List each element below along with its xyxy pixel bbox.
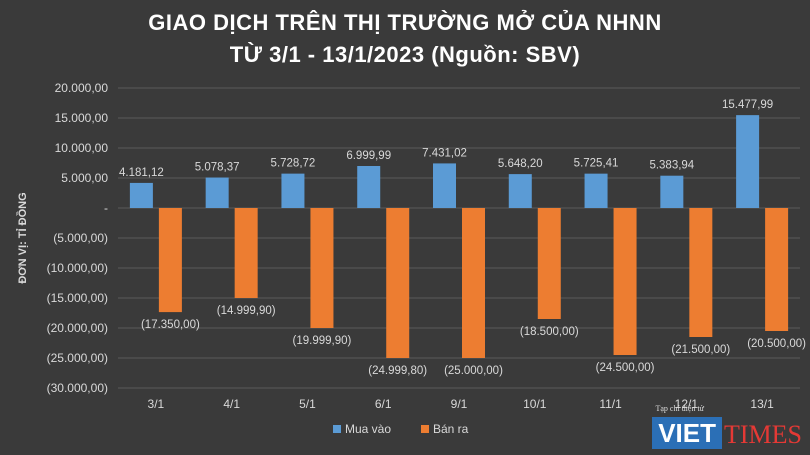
bar-ban-ra	[158, 208, 182, 313]
data-label-ban-ra: (18.500,00)	[520, 326, 579, 338]
bar-mua-vao	[205, 177, 229, 208]
data-label-mua-vao: 5.728,72	[271, 158, 316, 170]
bar-mua-vao	[357, 166, 381, 208]
data-label-mua-vao: 5.078,37	[195, 162, 240, 174]
watermark-brand-left: VIET	[652, 417, 722, 449]
x-tick-label: 3/1	[148, 397, 165, 411]
vietimes-logo: VIET TIMES	[652, 417, 802, 449]
y-tick-label: 15.000,00	[55, 111, 109, 125]
x-tick-label: 10/1	[523, 397, 547, 411]
bar-ban-ra	[386, 208, 410, 358]
data-label-ban-ra: (24.500,00)	[596, 362, 655, 374]
y-tick-label: -	[104, 201, 108, 215]
watermark-brand-right: TIMES	[724, 420, 802, 449]
bar-mua-vao	[736, 115, 760, 208]
legend-swatch	[333, 425, 341, 433]
x-tick-label: 5/1	[299, 397, 316, 411]
data-label-ban-ra: (20.500,00)	[747, 338, 806, 350]
y-tick-label: 10.000,00	[55, 141, 109, 155]
bar-ban-ra	[689, 208, 713, 337]
data-label-mua-vao: 15.477,99	[722, 99, 773, 111]
y-tick-label: (10.000,00)	[47, 261, 108, 275]
x-tick-label: 6/1	[375, 397, 392, 411]
bar-mua-vao	[584, 173, 608, 208]
bar-mua-vao	[508, 174, 532, 208]
bar-mua-vao	[433, 163, 456, 208]
y-tick-label: (25.000,00)	[47, 351, 108, 365]
legend-label: Bán ra	[433, 422, 469, 436]
data-label-mua-vao: 5.725,41	[574, 158, 619, 170]
bar-ban-ra	[537, 208, 561, 319]
x-tick-label: 9/1	[451, 397, 468, 411]
data-label-ban-ra: (21.500,00)	[671, 344, 730, 356]
bar-ban-ra	[462, 208, 485, 358]
data-label-mua-vao: 4.181,12	[119, 167, 164, 179]
bar-mua-vao	[129, 182, 153, 208]
data-label-mua-vao: 5.648,20	[498, 158, 543, 170]
bar-ban-ra	[310, 208, 334, 328]
chart-subtitle: TỪ 3/1 - 13/1/2023 (Nguồn: SBV)	[229, 42, 581, 67]
x-tick-label: 13/1	[750, 397, 774, 411]
x-tick-label: 4/1	[223, 397, 240, 411]
data-label-mua-vao: 6.999,99	[346, 150, 391, 162]
x-tick-label: 11/1	[599, 397, 622, 411]
y-tick-label: (5.000,00)	[53, 231, 108, 245]
bar-ban-ra	[613, 208, 637, 355]
y-tick-label: (20.000,00)	[47, 321, 108, 335]
data-label-ban-ra: (19.999,90)	[293, 335, 352, 347]
data-label-ban-ra: (24.999,80)	[368, 365, 427, 377]
bar-ban-ra	[765, 208, 789, 331]
bar-ban-ra	[234, 208, 258, 298]
data-label-mua-vao: 5.383,94	[649, 160, 694, 172]
y-axis-label: ĐƠN VỊ: TỈ ĐỒNG	[16, 192, 29, 283]
data-label-ban-ra: (14.999,90)	[217, 305, 276, 317]
chart-title: GIAO DỊCH TRÊN THỊ TRƯỜNG MỞ CỦA NHNN	[148, 10, 662, 35]
y-tick-label: (30.000,00)	[47, 381, 108, 395]
y-tick-label: 20.000,00	[55, 81, 109, 95]
data-label-ban-ra: (17.350,00)	[141, 319, 200, 331]
data-label-ban-ra: (25.000,00)	[444, 365, 503, 377]
y-tick-label: (15.000,00)	[47, 291, 108, 305]
legend-label: Mua vào	[345, 422, 391, 436]
bar-mua-vao	[281, 173, 305, 208]
legend-swatch	[421, 425, 429, 433]
data-label-mua-vao: 7.431,02	[422, 147, 467, 159]
bar-mua-vao	[660, 175, 684, 208]
x-tick-label: 12/1	[675, 397, 699, 411]
watermark-caption: Tạp chí điện tử	[655, 404, 704, 413]
y-tick-label: 5.000,00	[61, 171, 108, 185]
